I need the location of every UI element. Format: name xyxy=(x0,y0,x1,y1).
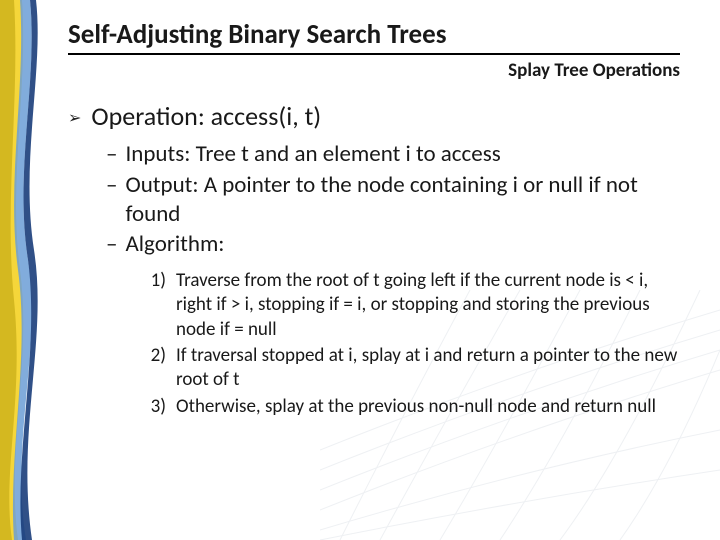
step-number: 1) xyxy=(140,269,166,293)
sub-item-text: Algorithm: xyxy=(125,230,224,259)
step-text: Traverse from the root of t going left i… xyxy=(176,269,680,342)
operation-heading: Operation: access(i, t) xyxy=(91,100,321,132)
slide-title: Self-Adjusting Binary Search Trees xyxy=(68,18,680,55)
arrow-bullet-icon: ➢ xyxy=(68,108,81,128)
slide-content: Self-Adjusting Binary Search Trees Splay… xyxy=(0,0,720,441)
dash-bullet-icon: – xyxy=(106,171,117,200)
operation-subitems: – Inputs: Tree t and an element i to acc… xyxy=(106,140,680,259)
sub-item: – Output: A pointer to the node containi… xyxy=(106,171,680,229)
slide-subtitle: Splay Tree Operations xyxy=(68,59,680,82)
algorithm-steps: 1) Traverse from the root of t going lef… xyxy=(140,269,680,419)
step-item: 1) Traverse from the root of t going lef… xyxy=(140,269,680,342)
step-number: 3) xyxy=(140,395,166,419)
step-text: If traversal stopped at i, splay at i an… xyxy=(176,344,680,393)
dash-bullet-icon: – xyxy=(106,140,117,169)
step-number: 2) xyxy=(140,344,166,368)
dash-bullet-icon: – xyxy=(106,230,117,259)
sub-item-text: Output: A pointer to the node containing… xyxy=(125,171,680,229)
step-item: 3) Otherwise, splay at the previous non-… xyxy=(140,395,680,419)
sub-item-text: Inputs: Tree t and an element i to acces… xyxy=(125,140,500,169)
sub-item: – Algorithm: xyxy=(106,230,680,259)
sub-item: – Inputs: Tree t and an element i to acc… xyxy=(106,140,680,169)
operation-heading-row: ➢ Operation: access(i, t) xyxy=(68,100,680,132)
step-text: Otherwise, splay at the previous non-nul… xyxy=(176,395,680,419)
step-item: 2) If traversal stopped at i, splay at i… xyxy=(140,344,680,393)
